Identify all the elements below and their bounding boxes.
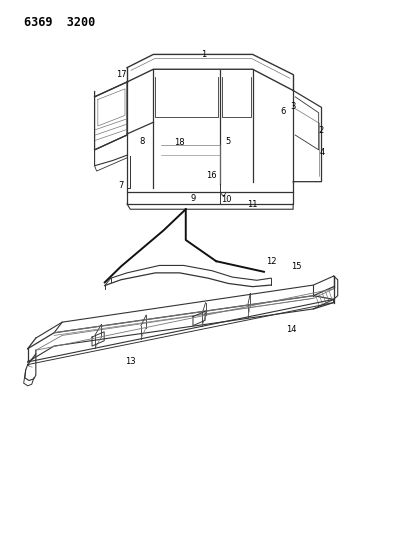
Text: 3: 3 [290,102,296,111]
Text: 13: 13 [125,358,135,367]
Text: 7: 7 [118,181,124,190]
Text: 6369  3200: 6369 3200 [24,16,95,29]
Text: 15: 15 [291,262,302,271]
Text: 11: 11 [247,200,258,209]
Text: 10: 10 [221,195,231,204]
Text: 2: 2 [319,126,324,135]
Text: 9: 9 [190,194,195,203]
Text: 5: 5 [226,138,231,147]
Text: 18: 18 [174,139,185,148]
Text: 6: 6 [280,107,286,116]
Text: 8: 8 [140,138,145,147]
Text: 1: 1 [202,50,206,59]
Text: 14: 14 [286,325,296,334]
Text: 12: 12 [266,257,276,265]
Text: 17: 17 [115,70,126,79]
Text: 16: 16 [206,171,217,180]
Text: 4: 4 [320,148,325,157]
